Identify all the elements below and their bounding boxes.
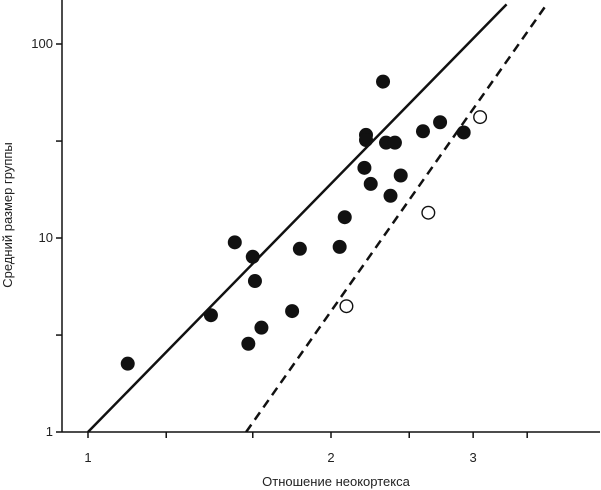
data-point-filled	[247, 274, 262, 289]
data-point-filled	[285, 304, 300, 319]
data-point-filled	[337, 210, 352, 225]
data-point-filled	[376, 74, 391, 89]
x-tick-label: 2	[327, 450, 334, 465]
plot-area	[87, 3, 548, 432]
y-tick-label: 10	[39, 230, 53, 245]
data-point-filled	[387, 135, 402, 150]
data-point-filled	[363, 176, 378, 191]
x-tick-label: 1	[84, 450, 91, 465]
data-point-filled	[203, 308, 218, 323]
data-point-filled	[433, 115, 448, 130]
y-tick-label: 1	[46, 424, 53, 439]
x-axis-label: Отношение неокортекса	[262, 474, 410, 489]
data-point-filled	[357, 160, 372, 175]
data-point-filled	[393, 168, 408, 183]
data-point-open	[473, 110, 488, 125]
data-point-filled	[292, 241, 307, 256]
data-point-filled	[456, 125, 471, 140]
y-tick-label: 100	[31, 36, 53, 51]
data-point-filled	[120, 356, 135, 371]
data-point-filled	[359, 133, 374, 148]
data-point-filled	[245, 249, 260, 264]
data-point-open	[339, 299, 354, 314]
y-axis-label: Средний размер группы	[0, 142, 15, 288]
data-point-filled	[227, 235, 242, 250]
data-point-filled	[241, 336, 256, 351]
tick-marks	[56, 43, 528, 438]
data-point-open	[421, 205, 436, 220]
data-point-filled	[415, 124, 430, 139]
regression-line-dashed	[245, 3, 548, 432]
data-point-filled	[332, 239, 347, 254]
data-point-filled	[383, 188, 398, 203]
regression-line-solid	[87, 3, 508, 432]
axes	[61, 0, 600, 433]
x-tick-label: 3	[470, 450, 477, 465]
tick-labels: 1 10 100 1 2 3	[31, 36, 476, 465]
data-point-filled	[254, 320, 269, 335]
